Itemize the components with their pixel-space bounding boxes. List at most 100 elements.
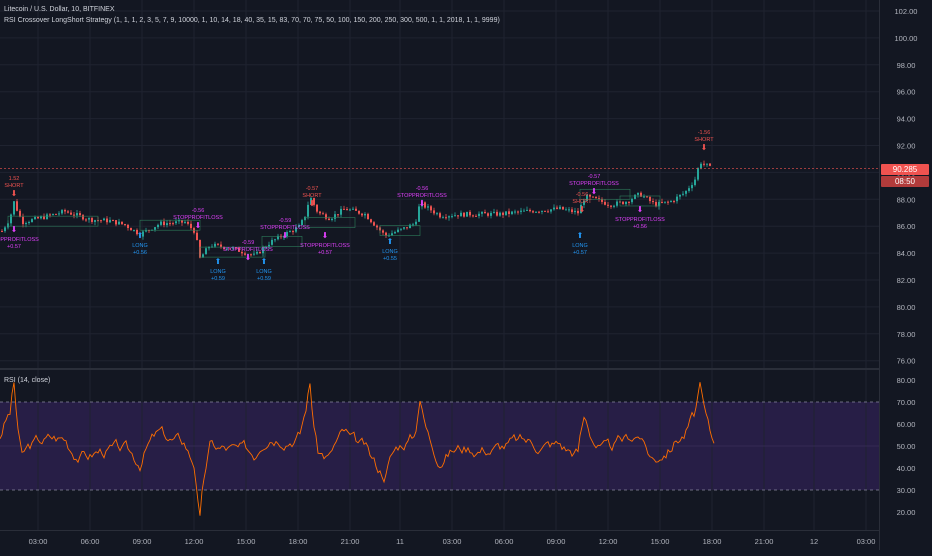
candle-body bbox=[85, 219, 87, 221]
candle-body bbox=[175, 221, 177, 224]
candle-body bbox=[274, 239, 276, 241]
candle-body bbox=[616, 201, 618, 206]
rsi-chart-canvas[interactable]: 80.00 70.00 60.00 50.00 40.00 30.00 20.00 bbox=[0, 370, 932, 530]
rsi-title[interactable]: RSI (14, close) bbox=[4, 377, 51, 384]
candle-body bbox=[526, 209, 528, 211]
trade-signal-qty: -0.57 bbox=[588, 174, 601, 180]
long-arrow-icon: ⬆ bbox=[137, 231, 144, 240]
candle-body bbox=[475, 215, 477, 217]
time-axis-label: 18:00 bbox=[289, 537, 308, 546]
candle-body bbox=[430, 206, 432, 211]
trade-signal-qty: 1.52 bbox=[9, 176, 20, 182]
candle-body bbox=[400, 228, 402, 230]
trade-signal-qty: -0.57 bbox=[306, 186, 319, 192]
candle-body bbox=[19, 210, 21, 217]
candle-body bbox=[247, 254, 249, 256]
candle-body bbox=[136, 229, 138, 235]
trade-signal-label: LONG bbox=[572, 243, 588, 249]
candle-body bbox=[697, 168, 699, 180]
candle-body bbox=[259, 251, 261, 254]
candle-body bbox=[472, 215, 474, 217]
candle-body bbox=[571, 209, 573, 213]
candle-body bbox=[427, 206, 429, 208]
candle-body bbox=[253, 253, 255, 255]
candle-body bbox=[100, 220, 102, 222]
candle-body bbox=[103, 218, 105, 221]
candle-body bbox=[154, 227, 156, 230]
rsi-pane[interactable]: 80.00 70.00 60.00 50.00 40.00 30.00 20.00 bbox=[0, 370, 932, 530]
time-axis-label: 12 bbox=[810, 537, 818, 546]
candle-body bbox=[688, 188, 690, 191]
trade-signal-qty: +0.57 bbox=[573, 250, 587, 256]
candle-body bbox=[640, 192, 642, 197]
candle-body bbox=[166, 223, 168, 226]
candle-body bbox=[121, 221, 123, 225]
candle-body bbox=[25, 223, 27, 225]
strategy-position-box bbox=[619, 195, 661, 207]
candle-body bbox=[610, 205, 612, 207]
time-axis-label: 09:00 bbox=[133, 537, 152, 546]
candle-body bbox=[391, 233, 393, 236]
candle-body bbox=[319, 211, 321, 214]
price-axis-label: 78.00 bbox=[897, 330, 916, 339]
candle-body bbox=[433, 210, 435, 214]
candle-body bbox=[538, 211, 540, 213]
candle-body bbox=[112, 220, 114, 222]
candle-body bbox=[421, 202, 423, 207]
price-chart-canvas[interactable]: 102.00100.0098.0096.0094.0092.0090.0088.… bbox=[0, 0, 932, 368]
price-axis-label: 88.00 bbox=[897, 195, 916, 204]
strategy-legend[interactable]: RSI Crossover LongShort Strategy (1, 1, … bbox=[4, 17, 500, 24]
price-chart-pane[interactable]: 102.00100.0098.0096.0094.0092.0090.0088.… bbox=[0, 0, 932, 368]
candle-body bbox=[547, 211, 549, 213]
candle-body bbox=[328, 218, 330, 221]
candle-body bbox=[190, 223, 192, 229]
trade-signal-label: STOPPROFITLOSS bbox=[300, 243, 350, 249]
candle-body bbox=[406, 227, 408, 229]
candle-body bbox=[607, 204, 609, 206]
exit-arrow-icon: ⬇ bbox=[637, 205, 644, 214]
trade-signal-label: LONG bbox=[132, 243, 148, 249]
candle-body bbox=[358, 210, 360, 214]
candle-body bbox=[316, 204, 318, 212]
current-price-badge: 90.285 bbox=[881, 164, 929, 175]
time-axis-label: 12:00 bbox=[185, 537, 204, 546]
candle-body bbox=[568, 209, 570, 211]
candle-body bbox=[187, 221, 189, 224]
candle-body bbox=[412, 224, 414, 226]
pane-separator[interactable] bbox=[0, 368, 880, 370]
candle-body bbox=[262, 247, 264, 254]
trade-signal-label: STOPPROFITLOSS bbox=[173, 215, 223, 221]
candle-body bbox=[565, 209, 567, 211]
candle-body bbox=[250, 254, 252, 256]
candle-body bbox=[466, 211, 468, 217]
candle-body bbox=[628, 201, 630, 203]
exit-arrow-icon: ⬇ bbox=[322, 231, 329, 240]
strategy-position-box bbox=[7, 215, 99, 227]
trade-signal-label: STOPPROFITLOSS bbox=[223, 247, 273, 253]
trade-signal-qty: +0.59 bbox=[257, 276, 271, 282]
candle-body bbox=[703, 163, 705, 165]
candle-body bbox=[694, 179, 696, 186]
candle-body bbox=[604, 201, 606, 205]
candle-body bbox=[460, 212, 462, 217]
trade-signal-label: SHORT bbox=[302, 193, 322, 199]
price-axis-label: 94.00 bbox=[897, 115, 916, 124]
candle-body bbox=[289, 231, 291, 233]
candle-body bbox=[463, 212, 465, 217]
candle-body bbox=[478, 213, 480, 217]
candle-body bbox=[37, 216, 39, 219]
candle-body bbox=[562, 206, 564, 210]
trade-signal-qty: -0.59 bbox=[242, 240, 255, 246]
time-axis-label: 09:00 bbox=[547, 537, 566, 546]
candle-body bbox=[181, 220, 183, 223]
candle-body bbox=[667, 201, 669, 203]
time-axis-label: 03:00 bbox=[443, 537, 462, 546]
rsi-axis-label: 40.00 bbox=[897, 464, 916, 473]
candle-body bbox=[58, 213, 60, 215]
candle-body bbox=[133, 229, 135, 231]
candle-body bbox=[439, 213, 441, 218]
time-axis[interactable]: 03:00 06:00 09:00 12:00 15:00 18:00 21:00 11 03:… bbox=[0, 530, 880, 551]
candle-body bbox=[40, 216, 42, 219]
candle-body bbox=[598, 198, 600, 200]
candle-body bbox=[286, 232, 288, 237]
